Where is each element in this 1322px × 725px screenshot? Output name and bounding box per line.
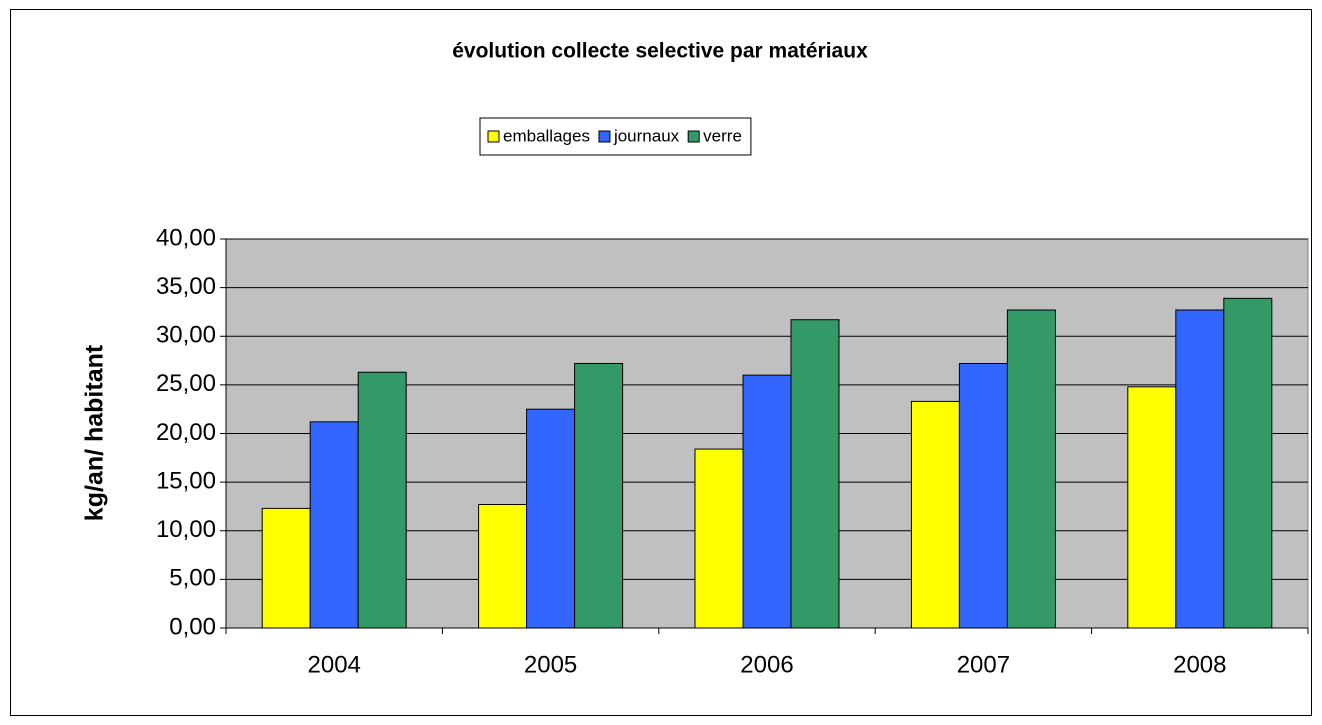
- bar: [1223, 297, 1273, 629]
- bar: [357, 371, 407, 629]
- y-tick-label: 15,00: [156, 467, 216, 494]
- x-tick-label: 2008: [1173, 651, 1226, 678]
- x-tick-label: 2005: [524, 651, 577, 678]
- bar: [526, 408, 576, 629]
- y-tick-label: 10,00: [156, 516, 216, 543]
- bar: [742, 374, 792, 629]
- chart-title: évolution collecte selective par matéria…: [452, 40, 868, 63]
- bar: [910, 400, 960, 629]
- x-tick-label: 2007: [957, 651, 1010, 678]
- bar: [1006, 309, 1056, 629]
- y-tick-label: 30,00: [156, 322, 216, 349]
- bar: [1175, 309, 1225, 629]
- bar: [790, 319, 840, 629]
- legend-swatch: [487, 130, 500, 143]
- legend-label: verre: [703, 126, 742, 145]
- y-tick-label: 35,00: [156, 273, 216, 300]
- y-axis-title: kg/an/ habitant: [81, 344, 109, 521]
- y-tick-label: 0,00: [169, 613, 216, 640]
- legend-swatch: [687, 130, 700, 143]
- y-tick-label: 20,00: [156, 419, 216, 446]
- legend-label: emballages: [503, 126, 590, 145]
- bar: [574, 362, 624, 629]
- y-tick-label: 5,00: [169, 565, 216, 592]
- legend-label: journaux: [613, 126, 680, 145]
- bar: [694, 448, 744, 629]
- bar: [958, 362, 1008, 629]
- y-tick-label: 40,00: [156, 224, 216, 251]
- legend-box: [479, 117, 752, 156]
- bar: [1127, 386, 1177, 629]
- x-tick-label: 2006: [740, 651, 793, 678]
- bar: [309, 421, 359, 629]
- bar: [261, 507, 311, 629]
- legend-swatch: [598, 130, 611, 143]
- x-tick-label: 2004: [308, 651, 361, 678]
- y-tick-label: 25,00: [156, 370, 216, 397]
- bar: [478, 503, 528, 629]
